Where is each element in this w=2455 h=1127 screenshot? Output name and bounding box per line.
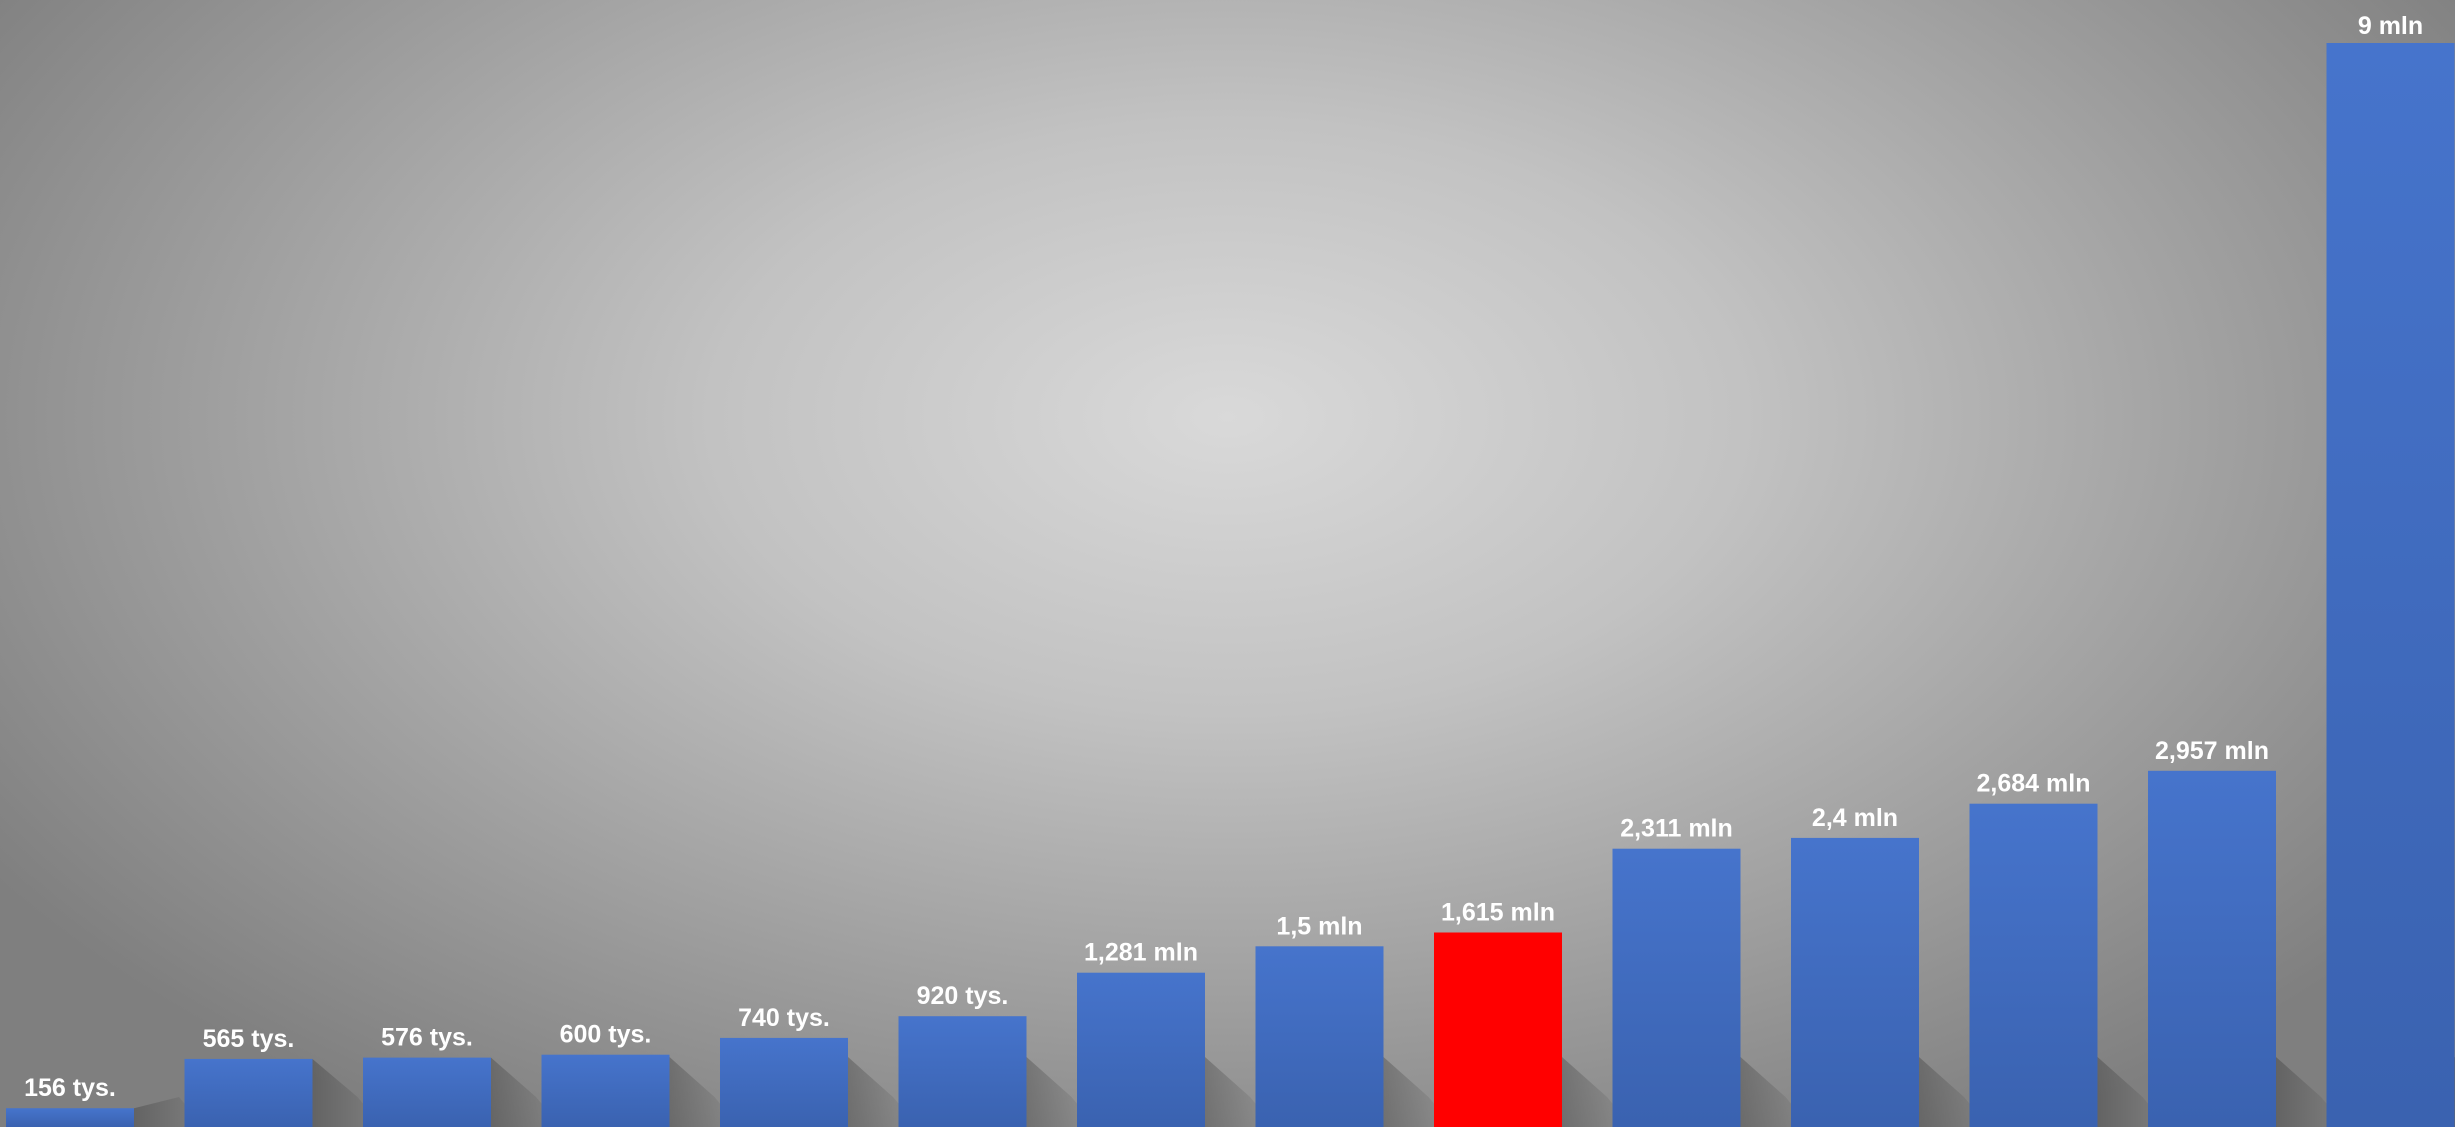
data-label: 9 mln	[2358, 12, 2423, 40]
bars-group	[6, 43, 2455, 1127]
bar	[898, 1016, 1027, 1127]
bar	[6, 1108, 134, 1127]
bar	[541, 1054, 670, 1127]
data-label: 1,5 mln	[1276, 912, 1362, 940]
data-label: 156 tys.	[24, 1074, 116, 1102]
data-label: 1,281 mln	[1084, 939, 1198, 967]
data-label: 2,4 mln	[1812, 804, 1898, 832]
data-label: 740 tys.	[738, 1004, 830, 1032]
data-label: 600 tys.	[560, 1021, 652, 1049]
data-label: 2,957 mln	[2155, 737, 2269, 765]
data-labels-group: 156 tys. 565 tys. 576 tys. 600 tys. 740 tys.…	[24, 12, 2423, 1102]
bar	[184, 1058, 313, 1127]
bar	[1077, 972, 1205, 1127]
bar	[1791, 837, 1919, 1127]
bar	[1255, 946, 1384, 1127]
bar	[2148, 770, 2276, 1127]
data-label: 576 tys.	[381, 1024, 473, 1052]
bar	[1612, 848, 1741, 1127]
data-label: 920 tys.	[917, 982, 1009, 1010]
data-label: 565 tys.	[203, 1025, 295, 1053]
data-label: 2,684 mln	[1977, 770, 2091, 798]
bar	[363, 1057, 491, 1127]
bar	[2326, 43, 2455, 1127]
bar	[720, 1037, 848, 1127]
bar	[1969, 803, 2098, 1127]
data-label: 1,615 mln	[1441, 899, 1555, 927]
data-label: 2,311 mln	[1620, 815, 1733, 843]
highlighted-bar	[1434, 932, 1562, 1127]
